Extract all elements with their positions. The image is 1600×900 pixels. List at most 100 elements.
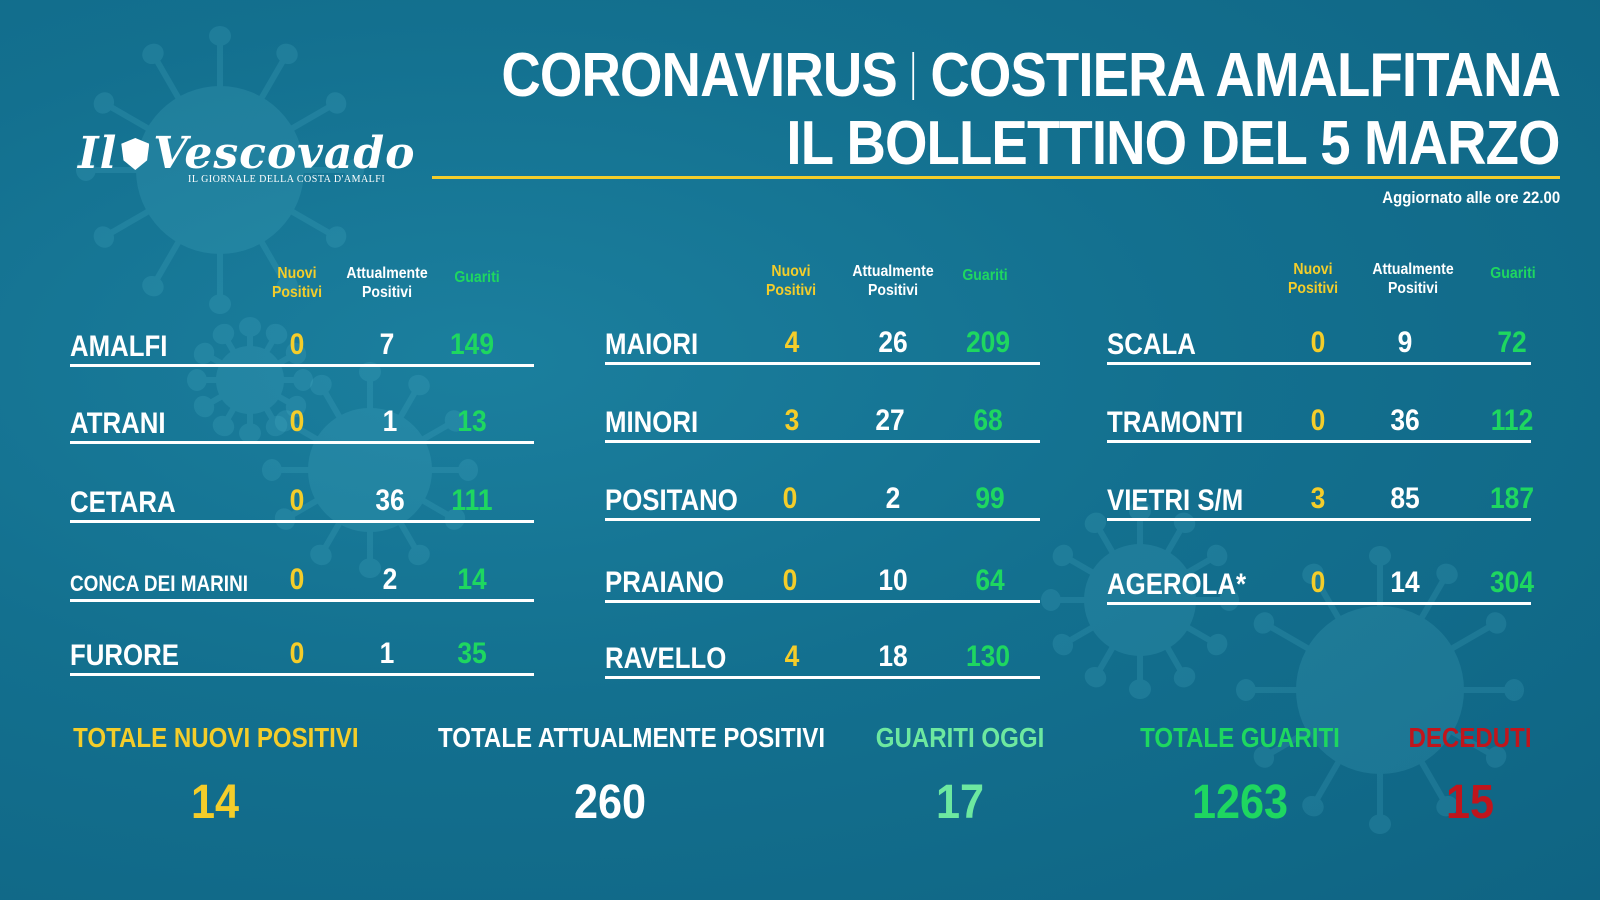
total-attualmente-label: TOTALE ATTUALMENTE POSITIVI: [438, 722, 826, 753]
col-header-nuovi: Nuovi Positivi: [765, 263, 817, 299]
col-header-guariti: Guariti: [454, 269, 500, 286]
virus-decoration-icon: [260, 360, 480, 580]
col-header-guariti: Guariti: [962, 267, 1008, 284]
guariti-value: 187: [1489, 482, 1535, 515]
logo-name: Il Vescovado: [78, 132, 416, 176]
attualmente-value: 85: [1390, 482, 1420, 515]
logo-name-left: Il: [78, 128, 118, 179]
virus-spike: [209, 170, 231, 314]
virus-spike: [1245, 687, 1380, 693]
table-row: MINORI 3 27 68: [605, 400, 1040, 443]
virus-spike: [370, 467, 469, 473]
col-header-attualmente: Attualmente Positivi: [1372, 261, 1454, 297]
guariti-value: 111: [451, 484, 493, 517]
nuovi-value: 0: [1310, 566, 1326, 599]
table-row: ATRANI 0 1 13: [70, 401, 534, 444]
title-divider: [432, 176, 1560, 179]
updated-time: Aggiornato alle ore 22.00: [1382, 188, 1560, 207]
col-header-nuovi: Nuovi Positivi: [1287, 261, 1339, 297]
total-guariti-value: 1263: [1191, 776, 1289, 829]
virus-decoration-icon: [1230, 540, 1530, 840]
col-header-guariti: Guariti: [1490, 265, 1536, 282]
nuovi-value: 0: [1310, 404, 1326, 437]
nuovi-value: 3: [784, 404, 800, 437]
nuovi-value: 0: [289, 637, 305, 670]
table-row: CONCA DEI MARINI 0 2 14: [70, 559, 534, 602]
town-name: CETARA: [70, 486, 176, 519]
guariti-value: 72: [1497, 326, 1527, 359]
page-title: CORONAVIRUS COSTIERA AMALFITANA: [501, 40, 1561, 111]
guariti-value: 304: [1489, 566, 1535, 599]
shield-icon: [121, 138, 150, 170]
attualmente-value: 27: [875, 404, 905, 437]
attualmente-value: 9: [1397, 326, 1413, 359]
table-row: FURORE 0 1 35: [70, 633, 534, 676]
town-name: MAIORI: [605, 328, 699, 361]
table-row: CETARA 0 36 111: [70, 480, 534, 523]
col-header-nuovi: Nuovi Positivi: [271, 265, 323, 301]
attualmente-value: 36: [1390, 404, 1420, 437]
nuovi-value: 0: [289, 328, 305, 361]
virus-spike: [239, 380, 261, 443]
guariti-oggi-label: GUARITI OGGI: [875, 722, 1045, 753]
attualmente-value: 2: [382, 563, 398, 596]
nuovi-value: 0: [782, 482, 798, 515]
guariti-value: 130: [965, 640, 1011, 673]
town-name: AMALFI: [70, 330, 168, 363]
virus-spike: [359, 470, 381, 578]
total-nuovi-label: TOTALE NUOVI POSITIVI: [73, 722, 359, 753]
title-left: CORONAVIRUS: [501, 41, 897, 110]
attualmente-value: 10: [878, 564, 908, 597]
title-right: COSTIERA AMALFITANA: [930, 41, 1561, 110]
virus-spike: [1129, 600, 1151, 699]
guariti-value: 112: [1490, 404, 1534, 437]
town-name: ATRANI: [70, 407, 166, 440]
logo-name-right: Vescovado: [153, 128, 416, 179]
nuovi-value: 0: [289, 405, 305, 438]
table-row: RAVELLO 4 18 130: [605, 636, 1040, 679]
guariti-value: 209: [965, 326, 1011, 359]
table-row: TRAMONTI 0 36 112: [1107, 400, 1533, 443]
guariti-value: 64: [975, 564, 1005, 597]
guariti-value: 14: [457, 563, 487, 596]
virus-spike: [271, 467, 370, 473]
guariti-value: 149: [449, 328, 495, 361]
guariti-value: 68: [973, 404, 1003, 437]
table-row: AGEROLA* 0 14 304: [1107, 562, 1534, 605]
nuovi-value: 3: [1310, 482, 1326, 515]
title-separator: [912, 52, 915, 100]
total-attualmente-value: 260: [573, 776, 647, 829]
col-header-attualmente: Attualmente Positivi: [852, 263, 934, 299]
virus-decoration-icon: [1040, 500, 1240, 700]
nuovi-value: 0: [289, 563, 305, 596]
attualmente-value: 1: [379, 637, 395, 670]
town-name: SCALA: [1107, 328, 1196, 361]
nuovi-value: 0: [289, 484, 305, 517]
attualmente-value: 2: [885, 482, 901, 515]
guariti-oggi-value: 17: [935, 776, 985, 829]
town-name: CONCA DEI MARINI: [70, 571, 248, 596]
nuovi-value: 0: [782, 564, 798, 597]
attualmente-value: 36: [375, 484, 405, 517]
logo-tagline: IL GIORNALE DELLA COSTA D'AMALFI: [188, 174, 386, 185]
nuovi-value: 4: [784, 326, 800, 359]
virus-spike: [1369, 690, 1391, 834]
virus-decoration-icon: [190, 320, 310, 443]
town-name: AGEROLA*: [1107, 568, 1247, 601]
town-name: FURORE: [70, 639, 179, 672]
attualmente-value: 1: [382, 405, 398, 438]
table-row: MAIORI 4 26 209: [605, 322, 1040, 365]
attualmente-value: 14: [1390, 566, 1420, 599]
total-nuovi-value: 14: [190, 776, 240, 829]
town-name: PRAIANO: [605, 566, 724, 599]
town-name: TRAMONTI: [1107, 406, 1244, 439]
deceduti-label: DECEDUTI: [1408, 722, 1532, 753]
guariti-value: 35: [457, 637, 487, 670]
town-name: RAVELLO: [605, 642, 727, 675]
total-guariti-label: TOTALE GUARITI: [1140, 722, 1340, 753]
table-row: VIETRI S/M 3 85 187: [1107, 478, 1534, 521]
table-row: AMALFI 0 7 149: [70, 324, 534, 367]
guariti-value: 99: [975, 482, 1005, 515]
guariti-value: 13: [457, 405, 487, 438]
town-name: POSITANO: [605, 484, 738, 517]
